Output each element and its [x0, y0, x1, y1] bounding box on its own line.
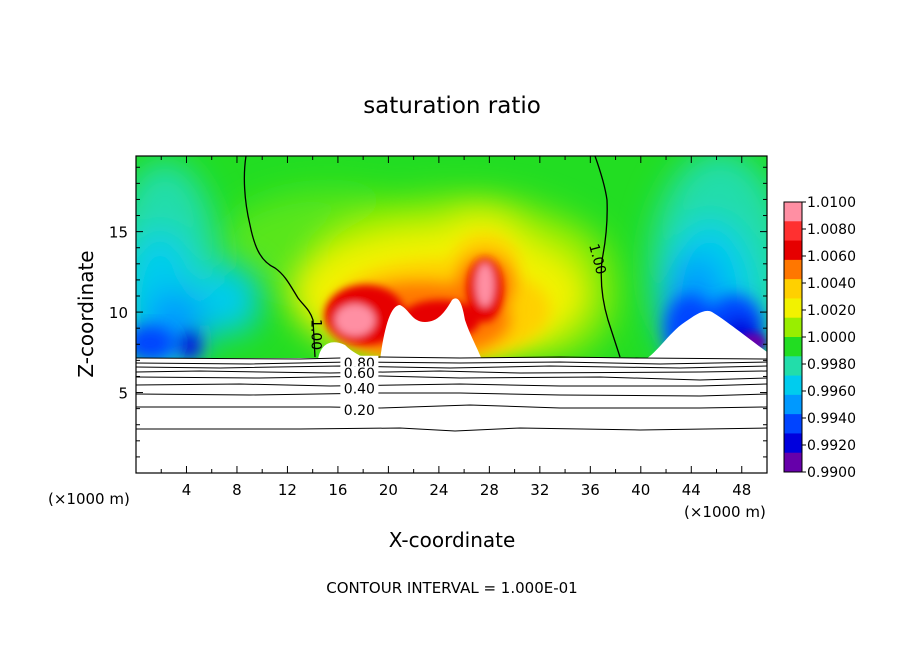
x-tick-label: 40 [631, 481, 650, 499]
y-tick-label: 5 [118, 385, 128, 403]
colorbar-swatch [784, 317, 802, 338]
masked-region [380, 298, 482, 360]
contour-line [136, 383, 767, 387]
x-unit-right: (×1000 m) [684, 503, 766, 521]
x-tick-label: 24 [429, 481, 448, 499]
y-tick-label: 15 [109, 224, 128, 242]
contour-label: 0.40 [344, 382, 375, 398]
contour-label-bg [340, 381, 379, 396]
colorbar-swatch [784, 221, 802, 242]
contour-line [136, 356, 767, 360]
contour-line [136, 392, 767, 397]
x-axis-label: X-coordinate [389, 528, 516, 552]
colorbar-swatch [784, 202, 802, 222]
contour-line [136, 375, 767, 381]
contour-labels: 1.001.000.800.600.400.20 [307, 242, 608, 419]
contour-label: 0.20 [344, 403, 375, 419]
colorbar-label: 1.0020 [807, 303, 856, 319]
contour-1.00-left [243, 156, 316, 358]
x-tick-label: 4 [182, 481, 192, 499]
x-tick-label: 8 [232, 481, 242, 499]
x-axis: 4 8 12 16 20 24 28 32 36 40 44 48 [160, 156, 751, 499]
contour-line [136, 365, 767, 369]
x-tick-label: 32 [530, 481, 549, 499]
colorbar-label: 1.0060 [807, 249, 856, 265]
colorbar-label: 0.9980 [807, 357, 856, 373]
colorbar-swatch [784, 298, 802, 319]
contour-lines-upper [243, 156, 621, 358]
contour-label: 1.00 [307, 319, 323, 350]
contour-line [136, 404, 767, 409]
x-tick-label: 20 [379, 481, 398, 499]
colorbar-label: 1.0040 [807, 276, 856, 292]
colorbar-swatch [784, 452, 802, 473]
colorbar-label: 0.9940 [807, 411, 856, 427]
colorbar-swatch [784, 259, 802, 280]
y-tick-label: 10 [109, 304, 128, 322]
colorbar-label: 0.9920 [807, 438, 856, 454]
plot-frame [135, 155, 768, 474]
x-tick-label: 12 [278, 481, 297, 499]
contour-interval-note: CONTOUR INTERVAL = 1.000E-01 [326, 579, 577, 597]
chart-title: saturation ratio [363, 93, 541, 119]
contour-1.00-right [594, 156, 621, 358]
colorbar-swatch [784, 375, 802, 396]
colorbar-label: 0.9900 [807, 465, 856, 481]
x-tick-label: 36 [581, 481, 600, 499]
masked-region [640, 310, 767, 362]
contour-label-bg [340, 403, 379, 418]
contour-line [136, 370, 767, 374]
y-axis-label: Z-coordinate [74, 250, 98, 377]
colorbar-swatch [784, 337, 802, 357]
contour-label: 0.60 [344, 366, 375, 382]
colorbar-label: 1.0000 [807, 330, 856, 346]
colorbar-label: 0.9960 [807, 384, 856, 400]
contour-lines-lower [136, 356, 767, 432]
colorbar-swatch [784, 356, 802, 377]
x-tick-label: 28 [480, 481, 499, 499]
x-tick-label: 16 [328, 481, 347, 499]
contour-line [136, 427, 767, 432]
saturation-field [136, 156, 767, 473]
masked-region [318, 342, 370, 360]
x-unit-left: (×1000 m) [48, 490, 130, 508]
x-tick-label: 48 [732, 481, 751, 499]
colorbar-label: 1.0080 [807, 222, 856, 238]
contour-label-bg [340, 366, 379, 381]
colorbar-swatch [784, 414, 802, 434]
colorbar: 1.0100 1.0080 1.0060 1.0040 1.0020 1.0000 0.99… [783, 195, 856, 481]
lower-region [136, 358, 767, 473]
colorbar-swatch [784, 279, 802, 299]
y-axis: 5 10 15 [109, 166, 767, 458]
contour-label: 1.00 [585, 242, 609, 276]
colorbar-swatch [784, 433, 802, 454]
colorbar-swatch [784, 240, 802, 261]
contour-line [136, 361, 767, 365]
colorbar-label: 1.0100 [807, 195, 856, 211]
x-tick-label: 44 [682, 481, 701, 499]
colorbar-swatch [784, 394, 802, 415]
